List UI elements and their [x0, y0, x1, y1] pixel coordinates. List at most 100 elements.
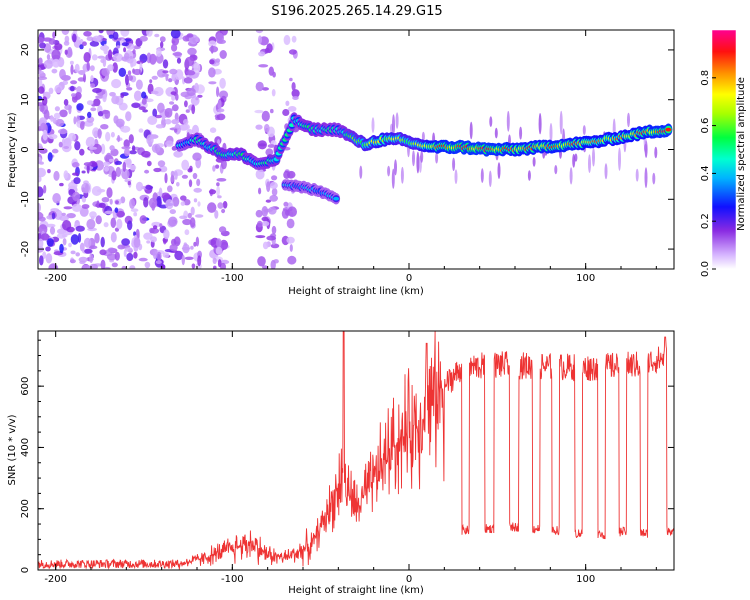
spectrogram-noise-cell: [169, 244, 178, 252]
spectrogram-smear: [452, 157, 456, 171]
spectrogram-noise-cell: [71, 203, 82, 212]
spectrogram-noise-cell: [38, 175, 42, 183]
spectrogram-smear: [480, 168, 484, 183]
spectrogram-noise-cell: [38, 216, 46, 222]
spectrogram-smear: [506, 110, 510, 132]
spectrogram-smear: [627, 112, 630, 128]
spectrogram-noise-cell: [271, 175, 278, 181]
colorbar-frame: [711, 29, 737, 270]
y-tick-label: 10: [20, 93, 31, 106]
spectrogram-noise-cell: [42, 96, 48, 106]
spectrogram-noise-cell: [288, 49, 297, 55]
spectrogram-noise-cell: [162, 252, 170, 258]
snr-y-label: SNR (10 * v/v): [7, 414, 18, 485]
spectrogram-noise-cell: [38, 70, 44, 74]
spectrogram-noise-cell: [264, 123, 270, 133]
spectrogram-noise-cell: [212, 165, 216, 172]
spectrogram-noise-cell: [162, 70, 169, 74]
spectrogram-noise-cell: [43, 59, 54, 69]
snr-plot-area: [38, 331, 674, 570]
spectrogram-noise-cell: [38, 57, 43, 65]
spectrogram-smear: [635, 168, 639, 182]
spectrogram-noise-cell: [73, 30, 78, 34]
spectrogram-noise-cell: [43, 109, 50, 120]
spectrogram-noise-cell: [258, 51, 266, 57]
spectrogram-noise-cell: [186, 33, 194, 38]
spectrogram-noise-cell: [75, 225, 85, 232]
spectrogram-noise-cell: [271, 225, 277, 235]
spectrogram-noise-cell: [56, 233, 67, 239]
x-tick-label: 100: [576, 273, 595, 284]
spectrogram-noise-cell: [89, 40, 100, 47]
spectrogram-noise-cell: [59, 109, 68, 118]
y-tick-label: 20: [20, 44, 31, 57]
spectrogram-noise-cell: [117, 135, 121, 143]
spectrogram-noise-cell: [207, 202, 217, 213]
spectrogram-noise-cell: [222, 201, 228, 209]
spectrogram-noise-cell: [171, 119, 180, 125]
spectrogram-noise-cell: [55, 118, 65, 127]
spectrogram-noise-cell: [45, 246, 51, 252]
spectrogram-noise-cell: [86, 218, 96, 230]
spectrogram-noise-cell: [161, 264, 166, 269]
spectrogram-noise-cell: [127, 220, 133, 231]
spectrogram-noise-cell: [208, 81, 217, 85]
spectrogram-noise-cell: [271, 89, 276, 97]
spectrogram-noise-cell: [116, 218, 123, 230]
spectrogram-noise-cell: [74, 63, 80, 73]
spectrogram-noise-cell: [220, 159, 227, 170]
spectrogram-noise-cell: [156, 48, 162, 57]
spectrogram-noise-cell: [120, 30, 130, 37]
spectrogram-noise-cell: [123, 139, 130, 149]
spectrogram-noise-cell: [110, 131, 115, 138]
spectrogram-smear: [519, 126, 523, 140]
spectrogram-noise-cell: [176, 57, 182, 64]
spectrogram-noise-cell: [108, 158, 114, 162]
spectrogram-noise-cell: [77, 233, 82, 243]
spectrogram-noise-cell: [264, 47, 270, 54]
spectrogram-smear: [420, 150, 424, 163]
spectrogram-noise-cell: [40, 233, 50, 241]
spectrogram-noise-cell: [68, 105, 72, 115]
spectrogram-noise-cell: [91, 54, 98, 61]
spectrogram-noise-cell: [182, 243, 190, 254]
spectrogram-noise-cell: [40, 122, 47, 132]
spectrogram-noise-cell: [180, 123, 190, 131]
spectrogram-noise-cell: [105, 131, 111, 142]
snr-series-line: [38, 331, 674, 570]
spectrogram-noise-cell: [195, 236, 200, 247]
spectrogram-noise-cell: [183, 119, 189, 125]
spectrogram-noise-cell: [75, 252, 80, 257]
spectrogram-noise-cell: [128, 75, 134, 81]
spectrogram-noise-cell: [165, 140, 174, 147]
spectrogram-noise-cell: [59, 243, 64, 254]
spectrogram-noise-cell: [90, 75, 94, 83]
spectrogram-noise-cell: [114, 207, 119, 213]
spectrogram-noise-cell: [123, 52, 130, 60]
spectrogram-noise-cell: [258, 35, 262, 44]
spectrogram-noise-cell: [131, 145, 136, 152]
spectrogram-noise-cell: [66, 226, 75, 233]
spectrogram-noise-cell: [72, 162, 80, 168]
spectrogram-noise-cell: [72, 172, 79, 176]
spectrogram-noise-cell: [112, 62, 118, 73]
spectrogram-noise-cell: [216, 182, 220, 187]
spectrogram-noise-cell: [152, 249, 158, 260]
spectrogram-noise-cell: [219, 50, 227, 59]
spectrogram-noise-cell: [111, 262, 118, 268]
spectrogram-noise-cell: [54, 43, 63, 51]
spectrogram-noise-cell: [69, 60, 74, 65]
spectrogram-noise-cell: [215, 246, 223, 255]
spectrogram-noise-cell: [128, 134, 134, 144]
spectrogram-noise-cell: [173, 150, 183, 158]
spectrogram-noise-cell: [213, 265, 217, 269]
spectrogram-smear: [497, 162, 501, 180]
spectrogram-noise-cell: [79, 242, 85, 252]
spectrogram-noise-cell: [86, 61, 90, 71]
spectrogram-noise-cell: [54, 84, 63, 94]
spectrogram-smear: [582, 125, 586, 136]
spectrogram-noise-cell: [144, 261, 151, 269]
spectrogram-noise-cell: [51, 68, 58, 74]
spectrogram-noise-cell: [217, 99, 222, 110]
